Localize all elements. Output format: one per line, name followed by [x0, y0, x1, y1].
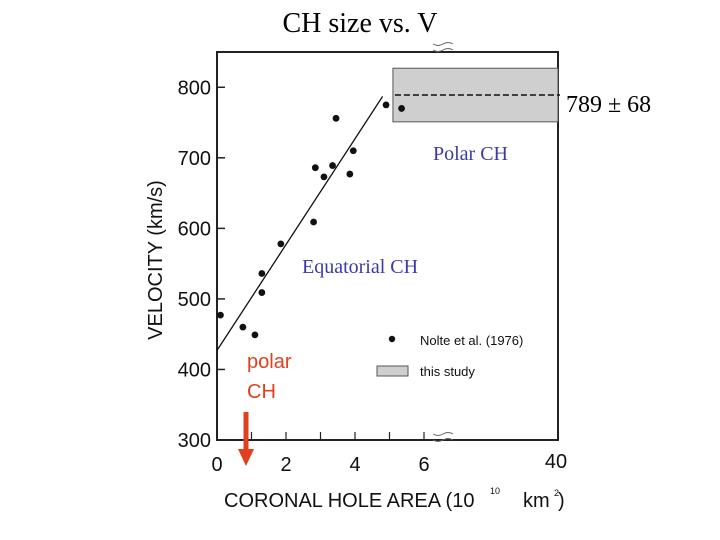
x-axis-ticks: 0 2 4 6: [211, 432, 430, 476]
plot-frame: [216, 51, 559, 441]
data-point: [349, 147, 357, 155]
x-axis-label-main: CORONAL HOLE AREA (10: [224, 490, 474, 512]
data-point: [329, 162, 336, 169]
equatorial-ch-label: Equatorial CH: [302, 256, 418, 278]
y-tick-label: 700: [178, 148, 211, 170]
legend-entry-nolte: Nolte et al. (1976): [420, 333, 523, 348]
x-axis-label-unit: km: [523, 490, 550, 512]
x-tick-label: 4: [349, 454, 360, 476]
page-title: CH size vs. V: [282, 8, 438, 39]
x-axis-label-close: ): [558, 490, 565, 512]
x-axis-label: CORONAL HOLE AREA (10: [224, 490, 474, 512]
data-point: [239, 323, 247, 331]
y-tick-label: 400: [178, 359, 211, 381]
y-tick-label: 800: [178, 77, 211, 99]
data-point: [311, 164, 319, 172]
y-tick-label: 500: [178, 289, 211, 311]
data-points: [217, 101, 405, 339]
axis-break-top: [432, 42, 454, 52]
data-point: [251, 331, 259, 339]
data-point: [332, 114, 340, 122]
data-point: [398, 105, 405, 112]
x-tick-label: 2: [280, 454, 291, 476]
legend-marker-this-study: [376, 365, 409, 377]
data-point: [346, 170, 354, 178]
polar-ch-small-label-line2: CH: [247, 381, 276, 403]
data-point: [382, 101, 390, 109]
data-point: [310, 218, 317, 226]
x-tick-label: 6: [418, 454, 429, 476]
axis-break-bottom: [432, 432, 454, 442]
data-point: [320, 173, 328, 181]
x-axis-label-exponent: 10: [490, 486, 500, 496]
data-point: [277, 240, 285, 248]
data-point: [258, 270, 266, 277]
polar-ch-label: Polar CH: [433, 143, 508, 165]
polar-ch-small-label-line1: polar: [247, 351, 292, 373]
x-axis-label-unit-exponent: 2: [554, 488, 559, 498]
fit-line: [216, 96, 384, 351]
data-point: [258, 289, 266, 296]
legend: Nolte et al. (1976) this study: [376, 333, 523, 379]
legend-entry-this-study: this study: [420, 364, 475, 379]
y-axis-label: VELOCITY (km/s): [145, 180, 167, 340]
band-value-label: 789 ± 68: [566, 92, 651, 118]
legend-marker-nolte: [388, 335, 396, 343]
x-break-tick-label: 40: [545, 451, 567, 473]
y-tick-label: 600: [178, 218, 211, 240]
y-tick-label: 300: [178, 430, 211, 452]
x-tick-label: 0: [211, 454, 222, 476]
y-axis-ticks: 300 400 500 600 700 800: [178, 77, 225, 452]
data-point: [217, 311, 224, 319]
polar-ch-arrow: [238, 412, 254, 466]
